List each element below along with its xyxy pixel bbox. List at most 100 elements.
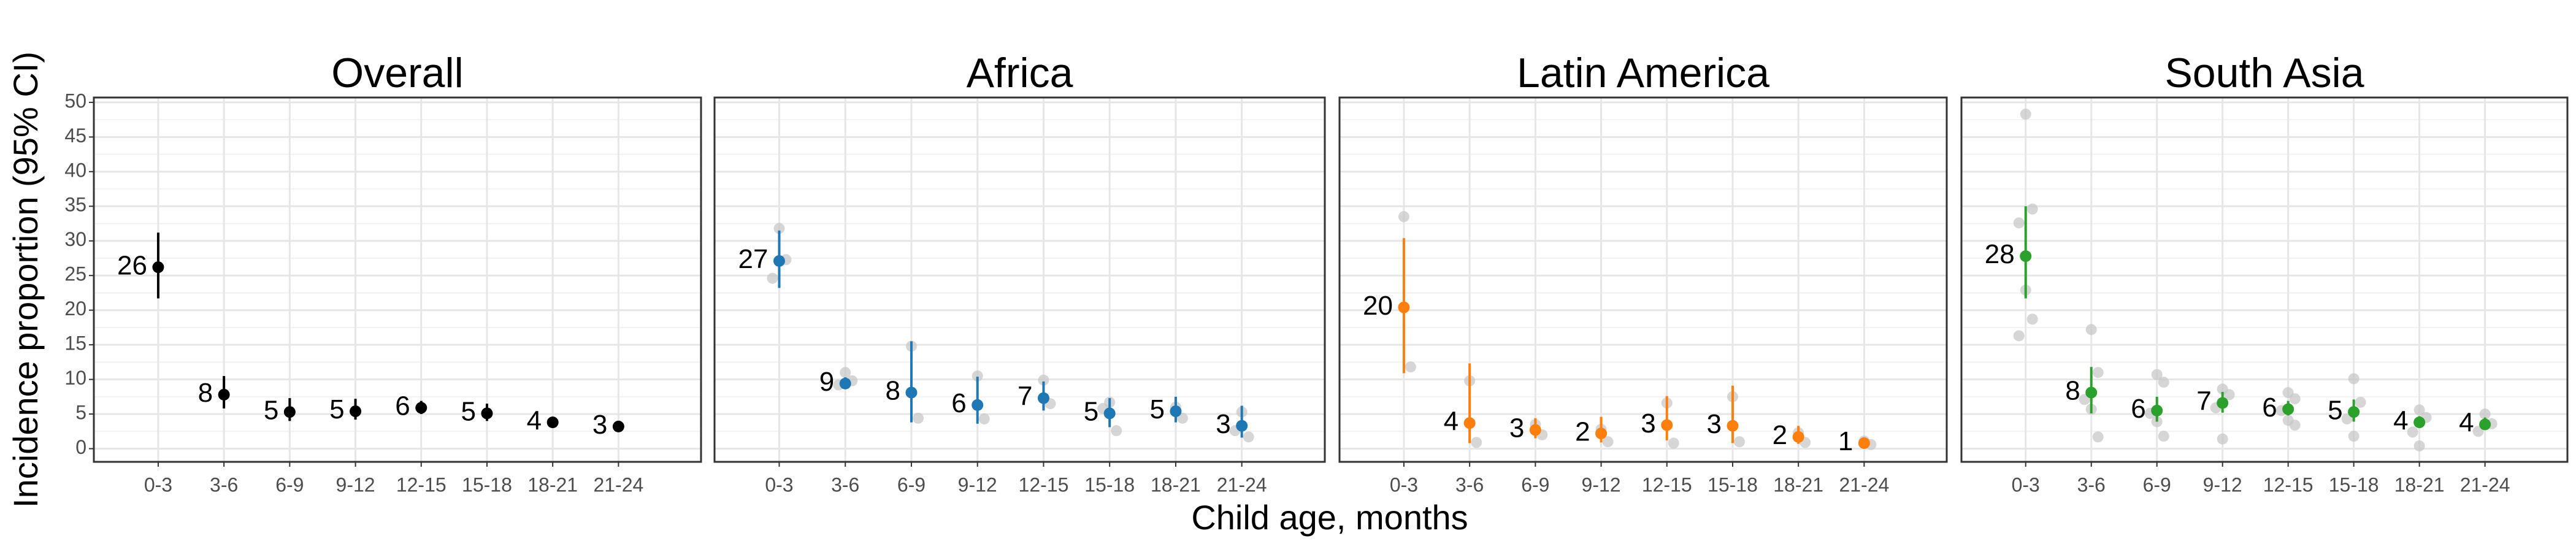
study-point (2092, 367, 2104, 378)
study-point (1111, 425, 1122, 437)
estimate-point (1661, 419, 1673, 431)
estimate-point (2020, 250, 2032, 263)
study-point (773, 223, 785, 234)
y-tick-label: 40 (64, 159, 86, 181)
estimate-point (152, 261, 164, 274)
value-label: 3 (1641, 408, 1655, 439)
x-axis-title: Child age, months (1191, 498, 1468, 537)
estimate-point (2151, 404, 2163, 416)
value-label: 5 (2328, 395, 2342, 425)
value-label: 5 (329, 394, 344, 424)
estimate-point (1170, 405, 1182, 418)
study-point (2158, 431, 2169, 442)
estimate-point (2085, 386, 2098, 399)
estimate-point (1792, 431, 1804, 443)
x-tick-label: 21-24 (2460, 473, 2510, 496)
estimate-point (218, 388, 230, 401)
y-tick-label: 45 (64, 125, 86, 147)
value-label: 7 (2196, 386, 2211, 416)
y-tick-label: 10 (64, 367, 86, 389)
study-point (2355, 396, 2366, 408)
y-tick-label: 5 (75, 402, 86, 424)
estimate-point (972, 399, 984, 411)
study-point (2217, 433, 2228, 445)
study-point (2085, 324, 2097, 335)
x-tick-label: 3-6 (1455, 473, 1484, 496)
y-tick-label: 0 (75, 436, 86, 458)
value-label: 2 (1575, 416, 1590, 447)
estimate-point (1529, 424, 1541, 436)
study-point (2013, 217, 2025, 229)
value-label: 6 (951, 388, 966, 418)
estimate-point (1463, 417, 1476, 429)
y-tick-label: 25 (64, 263, 86, 285)
study-point (2413, 440, 2425, 452)
study-point (1668, 437, 1679, 449)
value-label: 4 (1444, 406, 1459, 436)
study-point (2092, 431, 2104, 443)
estimate-point (839, 377, 851, 389)
value-label: 5 (1084, 397, 1098, 427)
study-point (2026, 203, 2038, 215)
x-tick-label: 15-18 (1084, 473, 1135, 496)
x-tick-label: 12-15 (1019, 473, 1069, 496)
value-label: 5 (264, 395, 278, 425)
estimate-point (415, 402, 427, 414)
study-point (1398, 211, 1409, 223)
x-tick-label: 9-12 (2203, 473, 2242, 496)
value-label: 3 (1509, 413, 1524, 443)
panel-border (93, 96, 702, 463)
y-axis-title: Incidence proportion (95% CI) (6, 52, 45, 508)
value-label: 8 (198, 378, 213, 408)
estimate-point (2217, 397, 2229, 409)
estimate-point (546, 416, 559, 429)
y-tick-label: 20 (64, 297, 86, 320)
study-point (2223, 389, 2235, 401)
x-tick-label: 15-18 (462, 473, 512, 496)
estimate-point (1595, 427, 1608, 440)
estimate-point (2282, 403, 2294, 415)
x-tick-label: 15-18 (1708, 473, 1758, 496)
value-label: 6 (395, 391, 410, 421)
panel-title: Overall (331, 50, 463, 96)
study-point (767, 272, 778, 284)
y-tick-label: 35 (64, 194, 86, 216)
study-point (2020, 109, 2031, 120)
value-label: 28 (1985, 239, 2015, 269)
study-point (978, 413, 990, 424)
panel-border (1338, 96, 1948, 463)
estimate-point (2479, 418, 2491, 431)
x-tick-label: 6-9 (1521, 473, 1549, 496)
y-tick-label: 30 (64, 228, 86, 250)
x-tick-label: 18-21 (527, 473, 578, 496)
value-label: 4 (2393, 405, 2408, 435)
estimate-point (2348, 406, 2360, 418)
x-tick-label: 12-15 (396, 473, 447, 496)
value-label: 6 (2262, 393, 2277, 423)
x-tick-label: 3-6 (2077, 473, 2106, 496)
value-label: 9 (819, 367, 834, 397)
study-point (972, 370, 983, 381)
value-label: 5 (461, 397, 475, 427)
study-point (2348, 431, 2359, 442)
x-tick-label: 12-15 (1642, 473, 1692, 496)
study-point (1038, 374, 1049, 386)
x-tick-label: 21-24 (1839, 473, 1889, 496)
estimate-point (1037, 392, 1049, 404)
study-point (2348, 373, 2359, 385)
x-tick-label: 6-9 (275, 473, 304, 496)
x-tick-label: 18-21 (1151, 473, 1201, 496)
estimate-point (283, 406, 296, 418)
value-label: 6 (2131, 394, 2145, 424)
study-point (2413, 404, 2425, 416)
estimate-point (2413, 416, 2426, 429)
study-point (2158, 377, 2169, 388)
study-point (2289, 420, 2301, 431)
panel-title: Africa (967, 50, 1073, 96)
x-tick-label: 3-6 (831, 473, 859, 496)
x-tick-label: 15-18 (2329, 473, 2379, 496)
study-point (1243, 431, 1254, 443)
value-label: 8 (885, 376, 900, 406)
x-tick-label: 9-12 (958, 473, 997, 496)
